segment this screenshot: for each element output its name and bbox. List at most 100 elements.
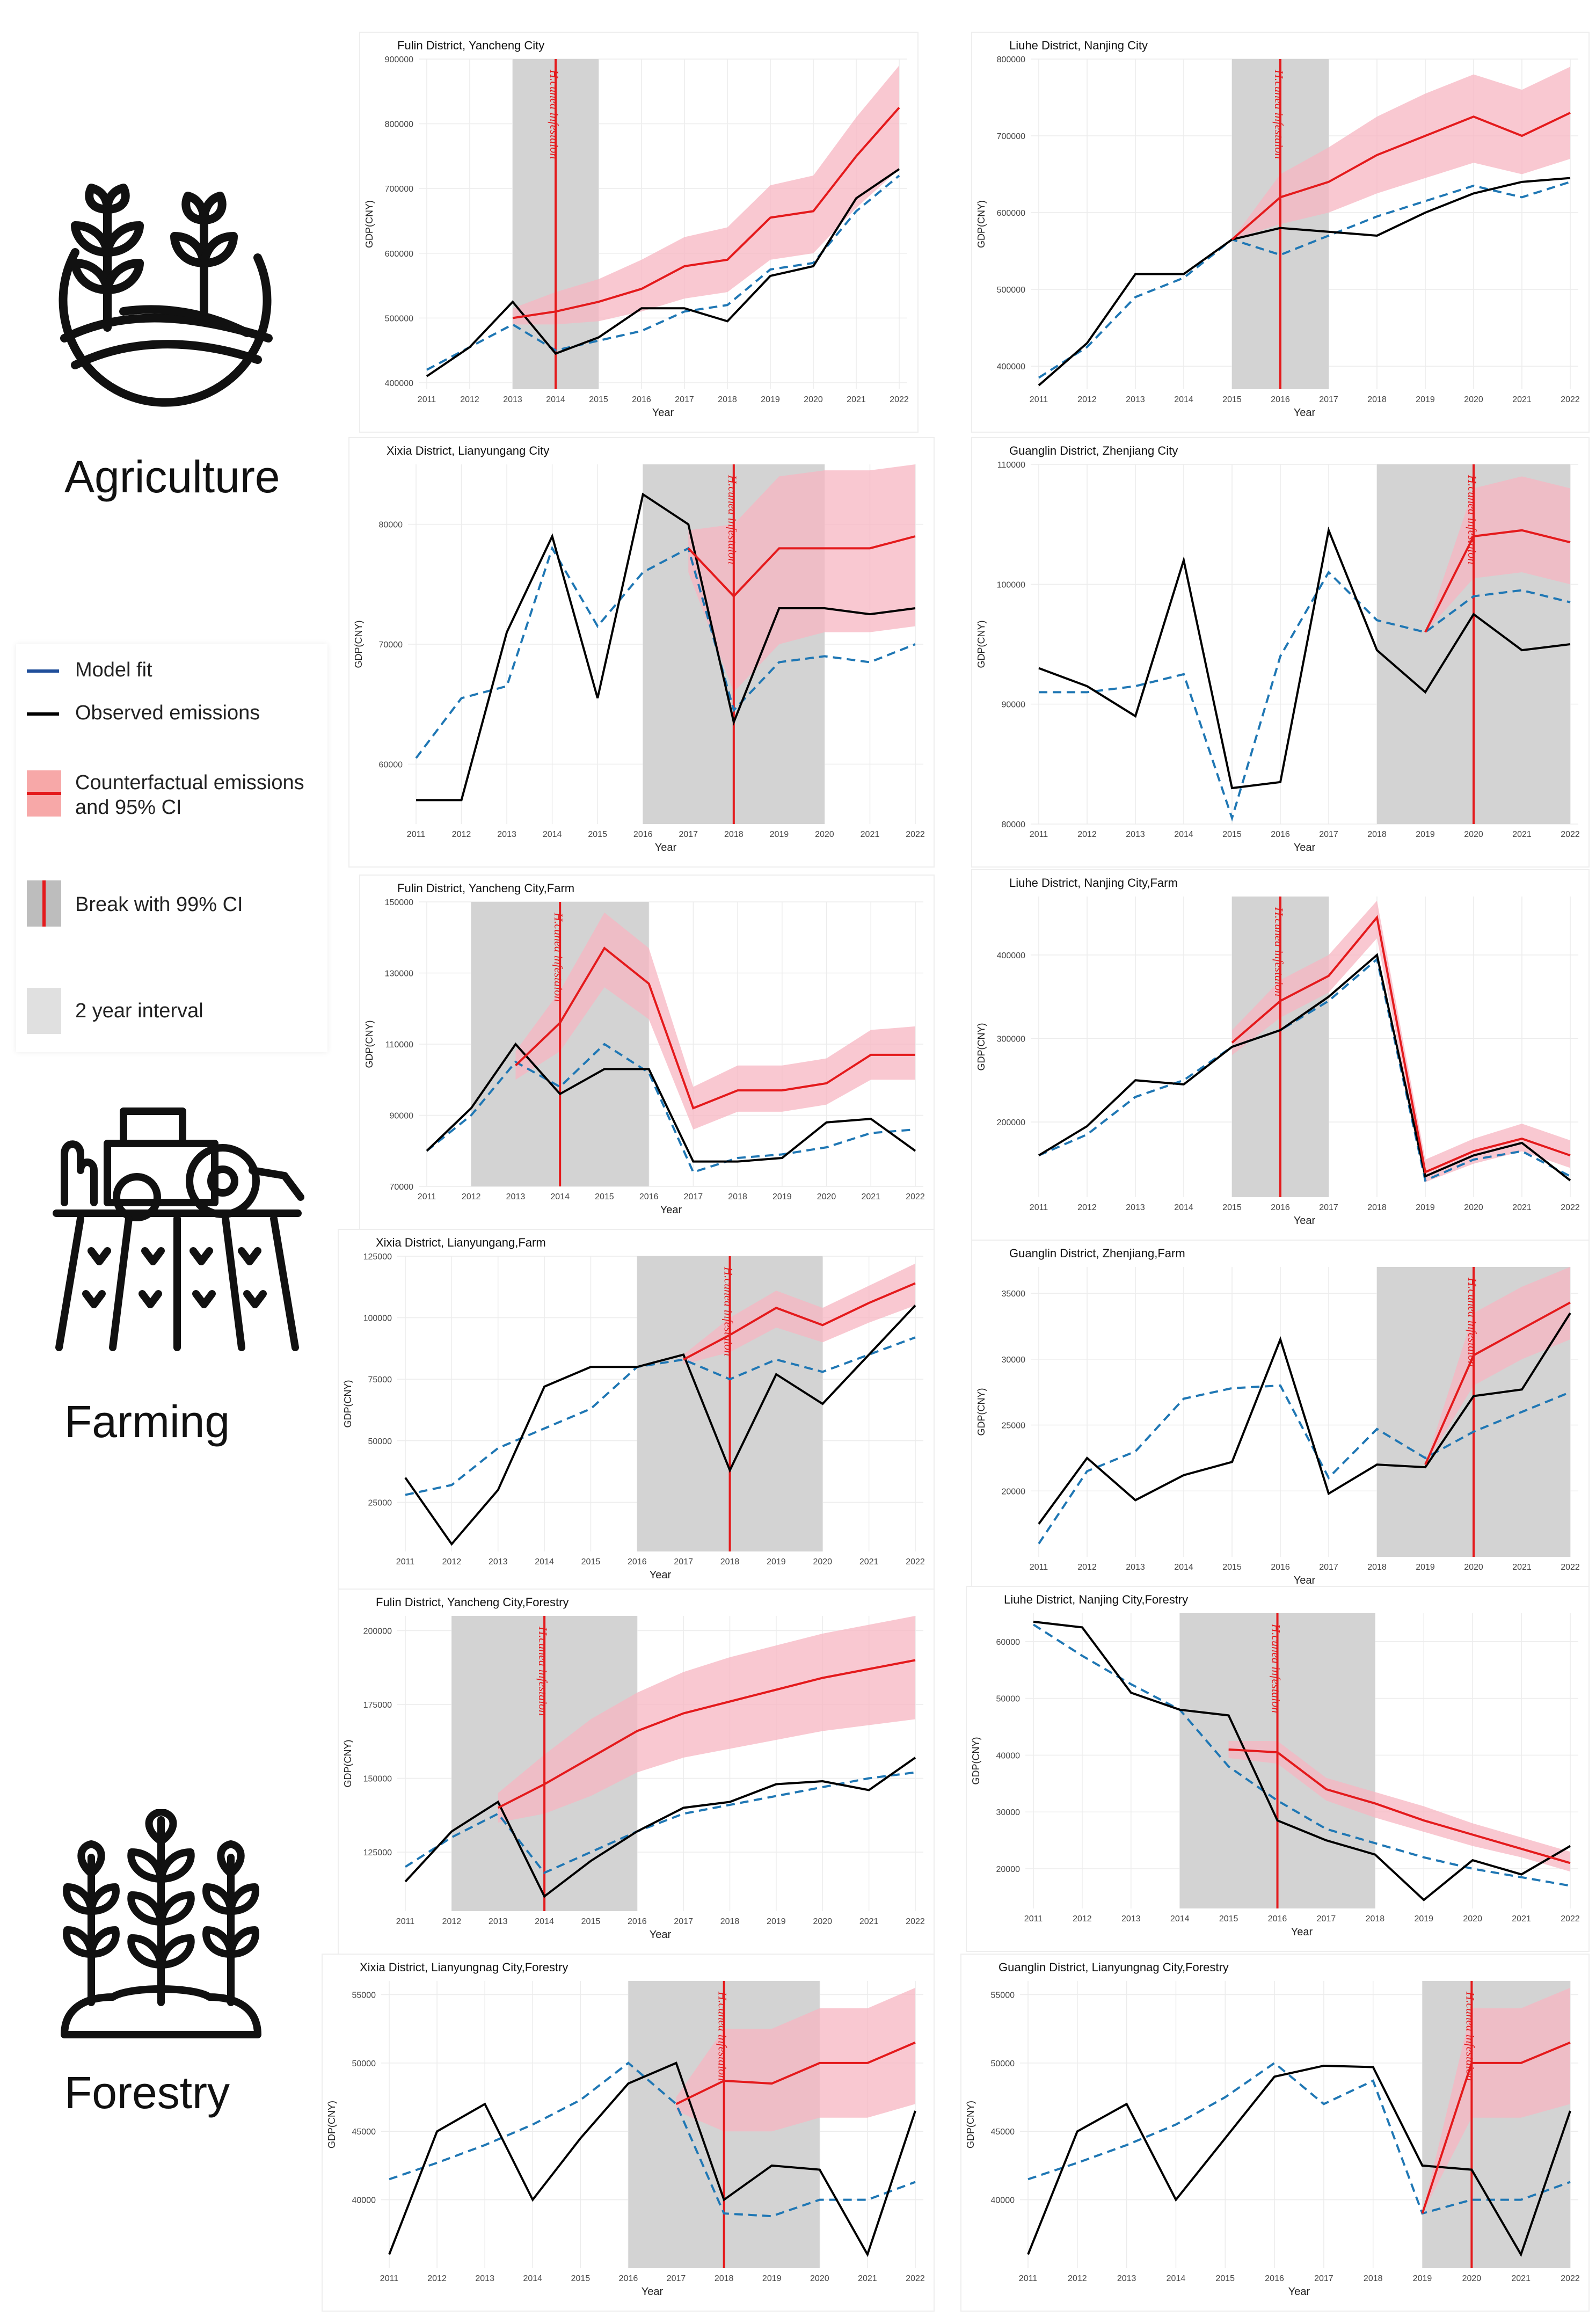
x-tick-label: 2015 bbox=[571, 2274, 591, 2283]
y-axis-label: GDP(CNY) bbox=[353, 621, 364, 668]
ci-band bbox=[676, 1987, 915, 2132]
ci-band bbox=[498, 1616, 915, 1823]
x-tick-label: 2018 bbox=[1367, 1563, 1387, 1572]
x-tick-label: 2017 bbox=[1319, 1203, 1338, 1212]
y-tick-label: 40000 bbox=[996, 1751, 1021, 1760]
chart-2: Liuhe District, Nanjing City H.cunea infe… bbox=[971, 32, 1590, 433]
observed-line bbox=[1038, 177, 1571, 387]
x-tick-label: 2016 bbox=[1271, 1203, 1290, 1212]
y-tick-label: 40000 bbox=[991, 2196, 1015, 2205]
y-tick-label: 50000 bbox=[996, 1695, 1021, 1704]
counterfactual-line bbox=[497, 1659, 916, 1809]
y-tick-label: 30000 bbox=[996, 1808, 1021, 1817]
chart-panel-2: Liuhe District, Nanjing City H.cunea infe… bbox=[971, 32, 1590, 433]
y-tick-label: 800000 bbox=[385, 120, 413, 129]
ci-band bbox=[513, 65, 899, 325]
chart-panel-4: Guanglin District, Zhenjiang City H.cunea… bbox=[971, 437, 1590, 868]
observed-line bbox=[1038, 953, 1571, 1182]
observed-line bbox=[1033, 1620, 1571, 1901]
tractor-field-icon bbox=[48, 1090, 306, 1353]
counterfactual-line bbox=[687, 535, 916, 598]
y-tick-label: 800000 bbox=[997, 55, 1025, 64]
x-tick-label: 2018 bbox=[1367, 395, 1387, 404]
y-axis-label: GDP(CNY) bbox=[364, 1021, 375, 1068]
x-axis-label: Year bbox=[1291, 1926, 1313, 1938]
chart-title: Guanglin District, Zhenjiang City bbox=[1009, 444, 1178, 457]
y-tick-label: 110000 bbox=[997, 461, 1025, 470]
x-tick-label: 2022 bbox=[890, 395, 909, 404]
x-tick-label: 2014 bbox=[1174, 1203, 1193, 1212]
y-tick-label: 25000 bbox=[1002, 1422, 1026, 1431]
counterfactual-line bbox=[1228, 1748, 1571, 1864]
chart-panel-9: Fulin District, Yancheng City,Forestry H.… bbox=[338, 1589, 935, 1955]
y-tick-label: 175000 bbox=[363, 1701, 392, 1710]
x-axis-label: Year bbox=[652, 407, 674, 419]
observed-line bbox=[426, 168, 900, 377]
chart-panel-1: Fulin District, Yancheng City H.cunea inf… bbox=[359, 32, 919, 433]
chart-title: Fulin District, Yancheng City bbox=[397, 39, 544, 52]
chart-title: Xixia District, Lianyungnag City,Forestr… bbox=[360, 1961, 568, 1974]
y-tick-label: 200000 bbox=[363, 1627, 392, 1636]
chart-frame bbox=[338, 1229, 935, 1595]
x-tick-label: 2011 bbox=[1030, 830, 1048, 839]
x-tick-label: 2015 bbox=[1222, 395, 1242, 404]
x-tick-label: 2021 bbox=[861, 1192, 880, 1201]
x-tick-label: 2012 bbox=[427, 2274, 447, 2283]
x-tick-label: 2022 bbox=[906, 830, 925, 839]
x-tick-label: 2015 bbox=[1219, 1914, 1238, 1923]
model-fit-line bbox=[1038, 957, 1571, 1182]
x-tick-label: 2011 bbox=[396, 1917, 415, 1926]
chart-title: Liuhe District, Nanjing City,Farm bbox=[1009, 876, 1178, 890]
x-tick-label: 2014 bbox=[535, 1557, 554, 1566]
chart-title: Fulin District, Yancheng City,Forestry bbox=[376, 1595, 569, 1609]
y-tick-label: 150000 bbox=[363, 1775, 392, 1784]
x-tick-label: 2017 bbox=[684, 1192, 703, 1201]
ci-band bbox=[683, 1263, 915, 1365]
counterfactual-line bbox=[1424, 529, 1571, 633]
chart-1: Fulin District, Yancheng City H.cunea inf… bbox=[359, 32, 919, 433]
y-axis-label: GDP(CNY) bbox=[976, 200, 987, 248]
model-fit-line bbox=[1039, 570, 1571, 822]
y-axis-label: GDP(CNY) bbox=[342, 1380, 353, 1428]
x-tick-label: 2016 bbox=[1268, 1914, 1287, 1923]
legend-observed-label: Observed emissions bbox=[75, 702, 260, 724]
x-tick-label: 2016 bbox=[619, 2274, 638, 2283]
x-tick-label: 2019 bbox=[1416, 1203, 1435, 1212]
x-tick-label: 2022 bbox=[1561, 1914, 1580, 1923]
break-label: H.cunea infestaion bbox=[552, 912, 565, 1002]
x-tick-label: 2016 bbox=[628, 1917, 647, 1926]
y-tick-label: 55000 bbox=[352, 1991, 376, 2000]
legend-break-swatch bbox=[27, 880, 61, 927]
model-fit-line bbox=[404, 1771, 916, 1874]
y-tick-label: 400000 bbox=[385, 379, 413, 388]
model-fit-line bbox=[415, 545, 916, 759]
x-tick-label: 2020 bbox=[1464, 1563, 1483, 1572]
x-tick-label: 2021 bbox=[1511, 2274, 1531, 2283]
model-fit-line bbox=[389, 2061, 916, 2218]
x-tick-label: 2012 bbox=[1077, 1563, 1097, 1572]
x-tick-label: 2016 bbox=[632, 395, 651, 404]
x-tick-label: 2013 bbox=[1126, 1563, 1145, 1572]
chart-6: Liuhe District, Nanjing City,Farm H.cunea… bbox=[971, 869, 1590, 1241]
y-tick-label: 70000 bbox=[379, 640, 403, 650]
y-tick-label: 60000 bbox=[996, 1638, 1021, 1647]
y-tick-label: 500000 bbox=[385, 314, 413, 323]
x-axis-label: Year bbox=[642, 2286, 664, 2298]
y-tick-label: 90000 bbox=[390, 1112, 414, 1121]
x-tick-label: 2013 bbox=[506, 1192, 526, 1201]
chart-title: Xixia District, Lianyungang,Farm bbox=[376, 1236, 546, 1249]
x-tick-label: 2020 bbox=[813, 1917, 832, 1926]
x-tick-label: 2013 bbox=[1126, 830, 1145, 839]
y-tick-label: 100000 bbox=[363, 1314, 392, 1323]
x-tick-label: 2013 bbox=[1126, 395, 1145, 404]
y-tick-label: 50000 bbox=[991, 2059, 1015, 2068]
x-tick-label: 2013 bbox=[475, 2274, 494, 2283]
x-tick-label: 2014 bbox=[1174, 1563, 1193, 1572]
chart-title: Guanglin District, Lianyungnag City,Fore… bbox=[999, 1961, 1229, 1974]
y-tick-label: 30000 bbox=[1002, 1356, 1026, 1365]
x-tick-label: 2017 bbox=[1317, 1914, 1336, 1923]
break-label: H.cunea infestaion bbox=[1270, 1623, 1283, 1713]
ci-band bbox=[688, 464, 915, 693]
legend-break-label: Break with 99% CI bbox=[75, 893, 243, 916]
x-tick-label: 2020 bbox=[1463, 1914, 1482, 1923]
